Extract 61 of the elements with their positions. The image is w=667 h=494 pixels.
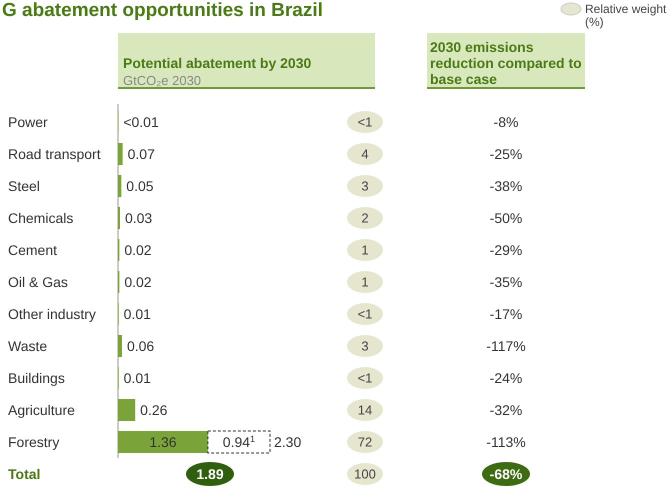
data-label: <1 <box>358 370 372 386</box>
y-tick-label: Forestry <box>8 434 60 450</box>
data-label: -113% <box>486 434 526 450</box>
data-label: 0.02 <box>124 274 152 290</box>
total-label: 2.30 <box>274 434 302 450</box>
y-tick-label: Road transport <box>8 146 101 162</box>
data-label: 1.36 <box>149 434 177 450</box>
y-tick-label: Cement <box>8 242 58 258</box>
data-label: -32% <box>490 402 522 418</box>
data-label: 0.01 <box>124 306 152 322</box>
data-label: 3 <box>361 338 369 354</box>
legend-title: Relative weight (%) <box>585 2 667 29</box>
data-label: -68% <box>490 466 523 482</box>
y-tick-label: Chemicals <box>8 210 74 226</box>
data-label: 4 <box>361 146 369 162</box>
data-label: 0.05 <box>126 178 154 194</box>
data-label: -24% <box>490 370 522 386</box>
data-label: 0.03 <box>124 210 152 226</box>
y-tick-label: Oil & Gas <box>8 274 68 290</box>
data-label: 3 <box>361 178 369 194</box>
x-axis-title: Potential abatement by 2030 <box>123 55 312 71</box>
data-label: 1 <box>361 274 369 290</box>
data-label: <1 <box>358 306 372 322</box>
data-label: -29% <box>490 242 522 258</box>
y-tick-label: Steel <box>8 178 40 194</box>
data-label: 0.26 <box>140 402 168 418</box>
data-label: 72 <box>358 434 372 450</box>
bar <box>207 430 270 454</box>
bar <box>118 175 122 197</box>
bar <box>118 335 122 357</box>
data-label: 2 <box>361 210 369 226</box>
y-tick-label: Agriculture <box>8 402 76 418</box>
y-tick-label: Waste <box>8 338 48 354</box>
bar <box>118 399 136 421</box>
data-label: -50% <box>490 210 522 226</box>
y-tick-label: Power <box>8 114 48 130</box>
data-label: <0.01 <box>123 114 159 130</box>
data-label: 0.02 <box>124 242 152 258</box>
data-label: -8% <box>494 114 518 130</box>
chart-subtitle: GtCO₂e 2030 <box>123 73 202 88</box>
data-label: -117% <box>486 338 526 354</box>
data-label: -35% <box>490 274 522 290</box>
data-label: <1 <box>358 114 372 130</box>
text: Total <box>8 466 40 482</box>
data-label: 0.07 <box>128 146 156 162</box>
y-tick-label: Buildings <box>8 370 65 386</box>
data-label: 1 <box>361 242 369 258</box>
text: 1.89 <box>196 466 224 482</box>
data-label: -25% <box>490 146 522 162</box>
data-label: 0.06 <box>126 338 154 354</box>
chart-title: G abatement opportunities in Brazil <box>2 0 323 21</box>
data-label: -38% <box>490 178 522 194</box>
data-label: -17% <box>490 306 522 322</box>
y-tick-label: Other industry <box>8 306 96 322</box>
data-label: 14 <box>358 402 372 418</box>
data-label: 0.01 <box>124 370 152 386</box>
data-label: 100 <box>354 466 376 482</box>
data-label: 0.94$^{1}$ <box>222 434 256 450</box>
text: 2030 emissions reduction compared to base case <box>430 39 582 87</box>
bar <box>118 143 123 165</box>
bar <box>118 431 208 453</box>
